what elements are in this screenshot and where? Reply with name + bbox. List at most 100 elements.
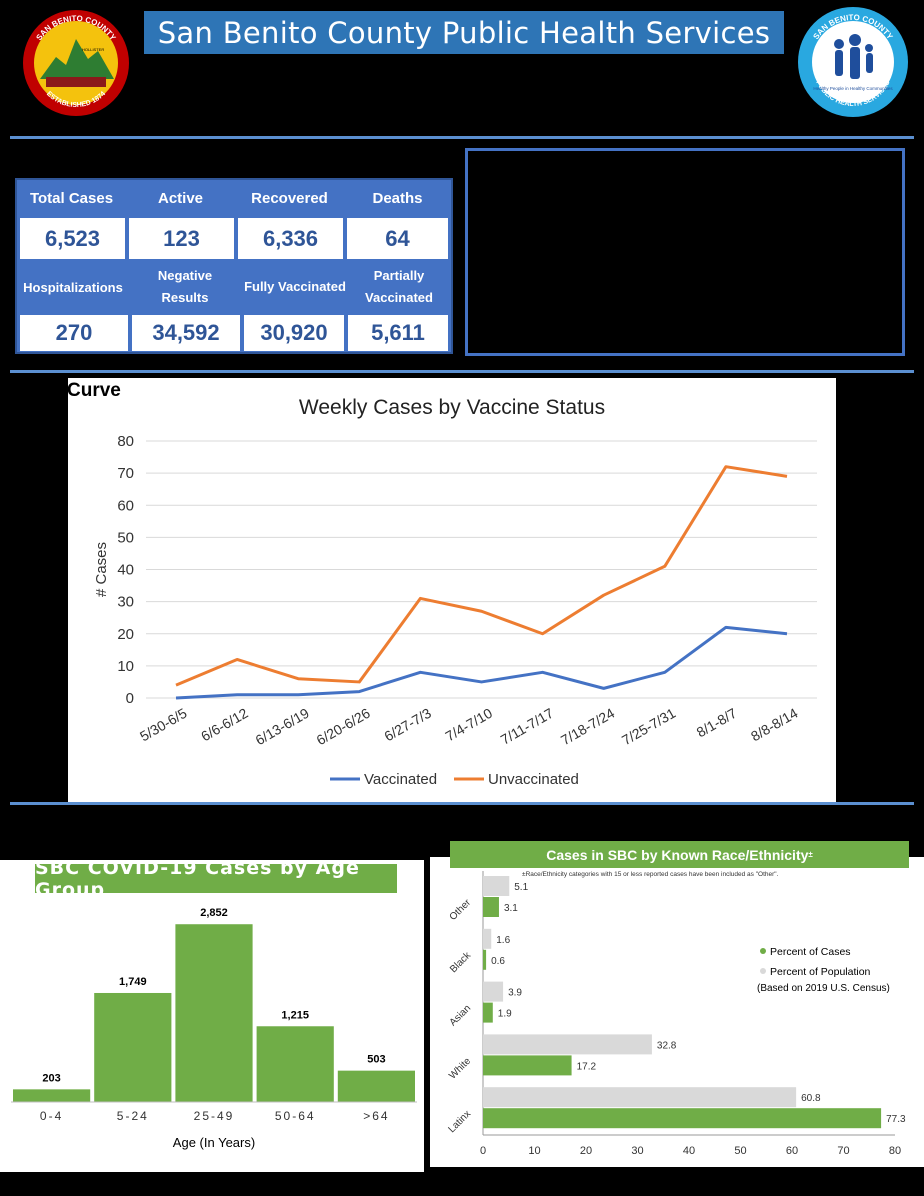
x-tick-label: 6/6-6/12 [198, 705, 251, 745]
population-value-label: 60.8 [801, 1093, 821, 1104]
cases-bar [483, 897, 499, 917]
y-tick-label: 10 [117, 658, 134, 675]
divider-bottom [10, 802, 914, 805]
stat-label-recovered: Recovered [251, 189, 328, 207]
svg-text:Healthy People in Healthy Comm: Healthy People in Healthy Communities [813, 86, 893, 91]
y-tick-label: 20 [117, 626, 134, 643]
y-tick-label: 50 [117, 529, 134, 546]
cases-value-label: 17.2 [577, 1061, 597, 1072]
x-tick-label: 0-4 [40, 1109, 63, 1123]
y-tick-label: 80 [117, 433, 134, 450]
population-bar [483, 1034, 652, 1055]
cases-value-label: 77.3 [886, 1114, 906, 1125]
y-tick-label: Asian [448, 1003, 473, 1028]
population-value-label: 5.1 [514, 882, 528, 893]
stat-label-hospitalizations: Hospitalizations [23, 279, 123, 295]
x-tick-label: 7/18-7/24 [558, 705, 617, 749]
population-bar [483, 928, 492, 949]
stat-label-fully-vaccinated: Fully Vaccinated [244, 279, 346, 294]
stat-label-negative-results: Negative Results [157, 268, 213, 305]
y-axis-label: # Cases [93, 542, 110, 597]
cases-value-label: 0.6 [491, 956, 505, 967]
x-tick-label: 8/1-8/7 [694, 705, 740, 741]
y-tick-label: Black [448, 949, 474, 975]
population-bar [483, 981, 504, 1002]
bar-value-label: 503 [367, 1054, 385, 1066]
x-tick-label: 10 [528, 1145, 540, 1157]
county-seal-logo: HOLLISTER SAN BENITO COUNTY ESTABLISHED … [22, 9, 130, 117]
x-tick-label: 60 [786, 1145, 798, 1157]
legend-label: Unvaccinated [488, 771, 579, 788]
line-chart-panel: Weekly Cases by Vaccine Status 0 10 20 30 40 5… [68, 378, 836, 802]
svg-text:HOLLISTER: HOLLISTER [82, 47, 104, 52]
x-tick-label: 80 [889, 1145, 901, 1157]
stat-value-partially-vaccinated: 5,611 [347, 314, 449, 352]
y-tick-label: Latinx [446, 1109, 473, 1136]
x-tick-label: 70 [837, 1145, 849, 1157]
y-tick-label: 30 [117, 594, 134, 611]
stat-label-partially-vaccinated: Partially Vaccinated [365, 268, 433, 305]
x-tick-label: 5/30-6/5 [137, 705, 190, 745]
y-tick-label: 60 [117, 497, 134, 514]
x-tick-label: 40 [683, 1145, 695, 1157]
y-tick-label: Other [448, 897, 474, 923]
cases-value-label: 1.9 [498, 1009, 512, 1020]
x-tick-label: 50 [734, 1145, 746, 1157]
population-value-label: 32.8 [657, 1040, 677, 1051]
population-value-label: 1.6 [496, 935, 510, 946]
divider-top [10, 136, 914, 139]
legend-marker [760, 968, 766, 974]
y-tick-label: 0 [126, 690, 134, 707]
y-tick-label: 40 [117, 562, 134, 579]
population-value-label: 3.9 [508, 988, 522, 999]
population-bar [483, 876, 510, 896]
bar-value-label: 2,852 [200, 907, 228, 919]
age-chart-panel: 203 0-4 1,749 5-24 2,852 25-49 1,215 50-64 503 >6… [0, 860, 424, 1172]
x-tick-label: 20 [580, 1145, 592, 1157]
stat-value-hospitalizations: 270 [19, 314, 129, 352]
bar-value-label: 203 [42, 1072, 60, 1084]
age-chart-title: SBC COVID-19 Cases by Age Group [35, 857, 397, 901]
stat-label-active: Active [157, 189, 204, 207]
x-tick-label: 7/25-7/31 [619, 705, 678, 749]
curve-label: Curve [67, 380, 121, 401]
page-title: San Benito County Public Health Services [144, 11, 784, 54]
stat-value-total-cases: 6,523 [19, 217, 126, 260]
stat-label-total-cases: Total Cases [29, 189, 114, 207]
x-tick-label: >64 [363, 1109, 389, 1123]
legend-marker [760, 948, 766, 954]
stat-value-recovered: 6,336 [237, 217, 344, 260]
bar-value-label: 1,215 [281, 1009, 309, 1021]
race-ethnicity-chart: ±Race/Ethnicity categories with 15 or le… [446, 871, 906, 1157]
population-bar [483, 1087, 797, 1108]
x-tick-label: 50-64 [275, 1109, 316, 1123]
legend-label: Percent of Population [770, 966, 871, 978]
stat-value-fully-vaccinated: 30,920 [243, 314, 345, 352]
race-chart-panel: ±Race/Ethnicity categories with 15 or le… [430, 857, 924, 1167]
x-tick-label: 7/4-7/10 [443, 705, 496, 745]
y-tick-label: 70 [117, 465, 134, 482]
race-footnote: ±Race/Ethnicity categories with 15 or le… [522, 871, 779, 878]
x-tick-label: 8/8-8/14 [748, 705, 801, 745]
cases-bar [483, 1055, 572, 1076]
age-group-chart: 203 0-4 1,749 5-24 2,852 25-49 1,215 50-64 503 >6… [11, 907, 417, 1150]
stat-value-active: 123 [128, 217, 235, 260]
x-tick-label: 30 [631, 1145, 643, 1157]
x-tick-label: 6/27-7/3 [381, 705, 434, 745]
x-tick-label: 5-24 [117, 1109, 149, 1123]
cases-bar [483, 1108, 882, 1129]
public-health-logo: SAN BENITO COUNTY PUBLIC HEALTH SERVICES… [797, 6, 909, 118]
legend-label: Vaccinated [364, 771, 437, 788]
y-tick-label: White [447, 1055, 473, 1081]
bar-value-label: 1,749 [119, 976, 147, 988]
age-bar [256, 1026, 334, 1102]
chart-title: Weekly Cases by Vaccine Status [299, 396, 605, 419]
x-tick-label: 25-49 [194, 1109, 235, 1123]
empty-info-box [465, 148, 905, 356]
stats-table: Total Cases Active Recovered Deaths 6,52… [15, 178, 453, 354]
legend-label: Percent of Cases [770, 946, 851, 958]
stat-value-negative-results: 34,592 [131, 314, 241, 352]
series-line-vaccinated [175, 625, 788, 700]
age-bar [175, 924, 253, 1102]
stat-value-deaths: 64 [346, 217, 449, 260]
